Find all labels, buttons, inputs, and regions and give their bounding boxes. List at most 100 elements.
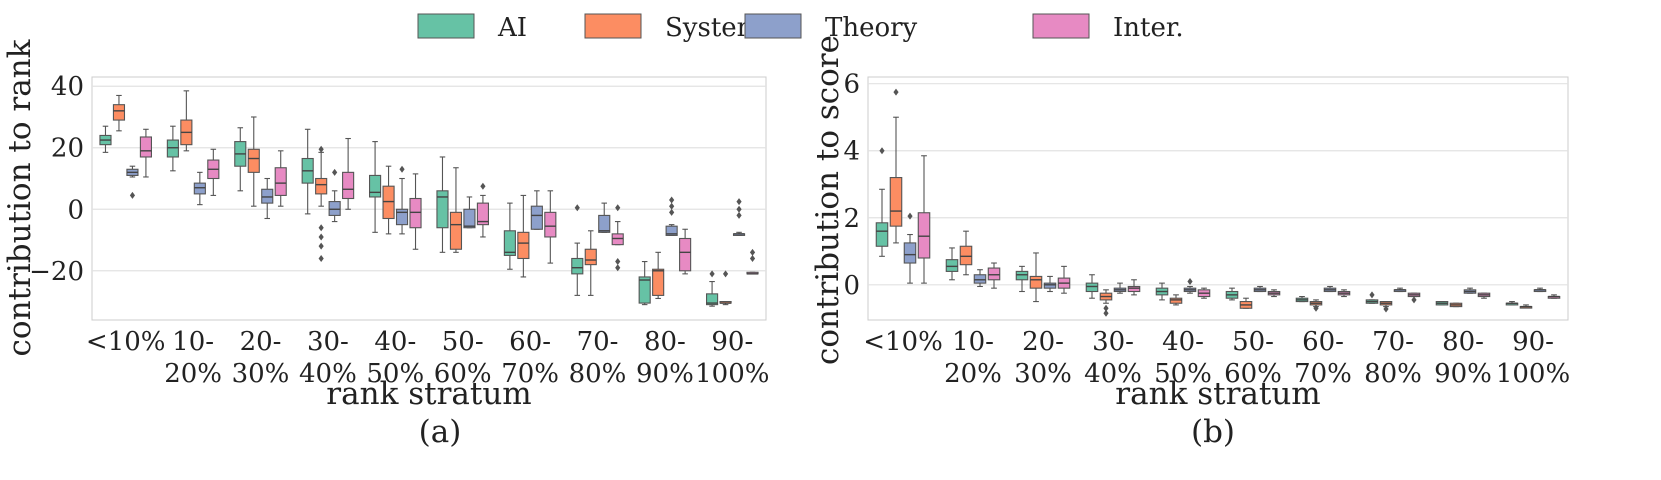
box-systems-5 [1239,297,1253,309]
box-systems-7 [1379,301,1393,313]
box-theory-3 [328,168,341,223]
box-iqr [503,230,516,256]
x-tick-label: <10% [86,327,166,357]
box-systems-6 [517,194,530,278]
box-inter-6 [544,190,557,264]
box-iqr [395,208,409,226]
box-iqr [638,276,651,304]
box-systems-3 [315,145,328,262]
y-tick-label: 0 [67,195,84,225]
box-ai-3 [1085,274,1099,299]
legend-swatch-ai [417,13,475,39]
box-systems-0 [112,94,126,132]
box-inter-5 [1267,289,1281,298]
x-tick-label: 10- [172,327,214,357]
box-systems-5 [449,167,463,253]
box-ai-1 [945,247,959,281]
flier-point [1369,291,1375,299]
box-ai-3 [301,128,314,215]
x-tick-label: 70- [1372,327,1414,357]
box-iqr [1029,275,1043,289]
box-inter-5 [476,182,489,238]
plot-area [91,76,767,321]
box-theory-9 [1533,287,1547,293]
box-iqr [544,211,557,238]
box-theory-8 [665,196,678,236]
x-tick-label: 50% [366,359,424,389]
box-iqr [1043,282,1057,289]
box-iqr [247,148,260,173]
box-systems-1 [959,230,973,276]
box-inter-3 [342,137,355,210]
x-axis-label: rank stratum [326,376,531,412]
box-iqr [917,212,931,259]
x-tick-label: 40- [1162,327,1204,357]
box-ai-4 [369,141,382,233]
box-iqr [665,225,678,236]
box-inter-8 [679,228,692,275]
box-inter-0 [139,128,152,178]
box-theory-3 [1113,282,1127,294]
flier-point [318,145,324,153]
box-iqr [369,174,382,198]
x-tick-label: 20- [240,327,282,357]
box-theory-2 [261,177,274,220]
box-iqr [382,185,395,220]
flier-point [893,88,899,96]
y-tick-label: −20 [29,257,84,287]
x-axis-label: rank stratum [1115,376,1320,412]
x-tick-label: 20% [164,359,222,389]
legend-swatch-inter [1032,13,1090,39]
flier-point [736,205,742,213]
box-iqr [436,190,449,229]
flier-point [615,204,621,212]
flier-point [1103,304,1109,312]
box-iqr [571,257,584,275]
x-tick-label: 70% [501,359,559,389]
box-inter-4 [1197,287,1211,299]
flier-point [709,270,715,278]
x-tick-label: 100% [1496,359,1570,389]
box-theory-4 [1183,277,1197,294]
box-systems-8 [652,251,665,300]
y-tick-label: 0 [843,271,860,301]
box-iqr [945,259,959,272]
flier-point [574,204,580,212]
box-iqr [584,248,597,266]
box-iqr [449,211,463,250]
box-ai-8 [638,261,651,306]
box-systems-7 [584,230,597,296]
flier-point [907,212,913,220]
y-tick-label: 6 [843,70,860,100]
x-tick-label: 30% [1014,359,1072,389]
x-tick-label: 70- [577,327,619,357]
box-inter-7 [611,204,624,272]
box-inter-3 [1127,279,1141,296]
box-theory-4 [395,165,409,235]
flier-point [615,264,621,272]
box-inter-2 [1057,265,1071,294]
box-inter-7 [1407,292,1421,304]
legend-label-ai: AI [497,13,527,43]
box-systems-1 [180,90,193,152]
box-inter-2 [274,150,287,207]
box-iqr [274,167,287,196]
box-ai-2 [1015,265,1029,293]
x-tick-label: 60% [1224,359,1282,389]
box-systems-4 [1169,294,1183,306]
flier-point [669,208,675,216]
flier-point [1313,304,1319,312]
box-ai-9 [706,270,719,307]
box-iqr [973,274,987,284]
flier-point [318,242,324,250]
box-inter-9 [1547,294,1561,299]
y-tick-label: 2 [843,204,860,234]
x-tick-label: 100% [695,359,769,389]
flier-point [736,198,742,206]
flier-point [332,168,338,176]
box-theory-0 [126,165,139,199]
box-theory-0 [903,212,917,284]
flier-point [318,254,324,262]
flier-point [1187,277,1193,285]
